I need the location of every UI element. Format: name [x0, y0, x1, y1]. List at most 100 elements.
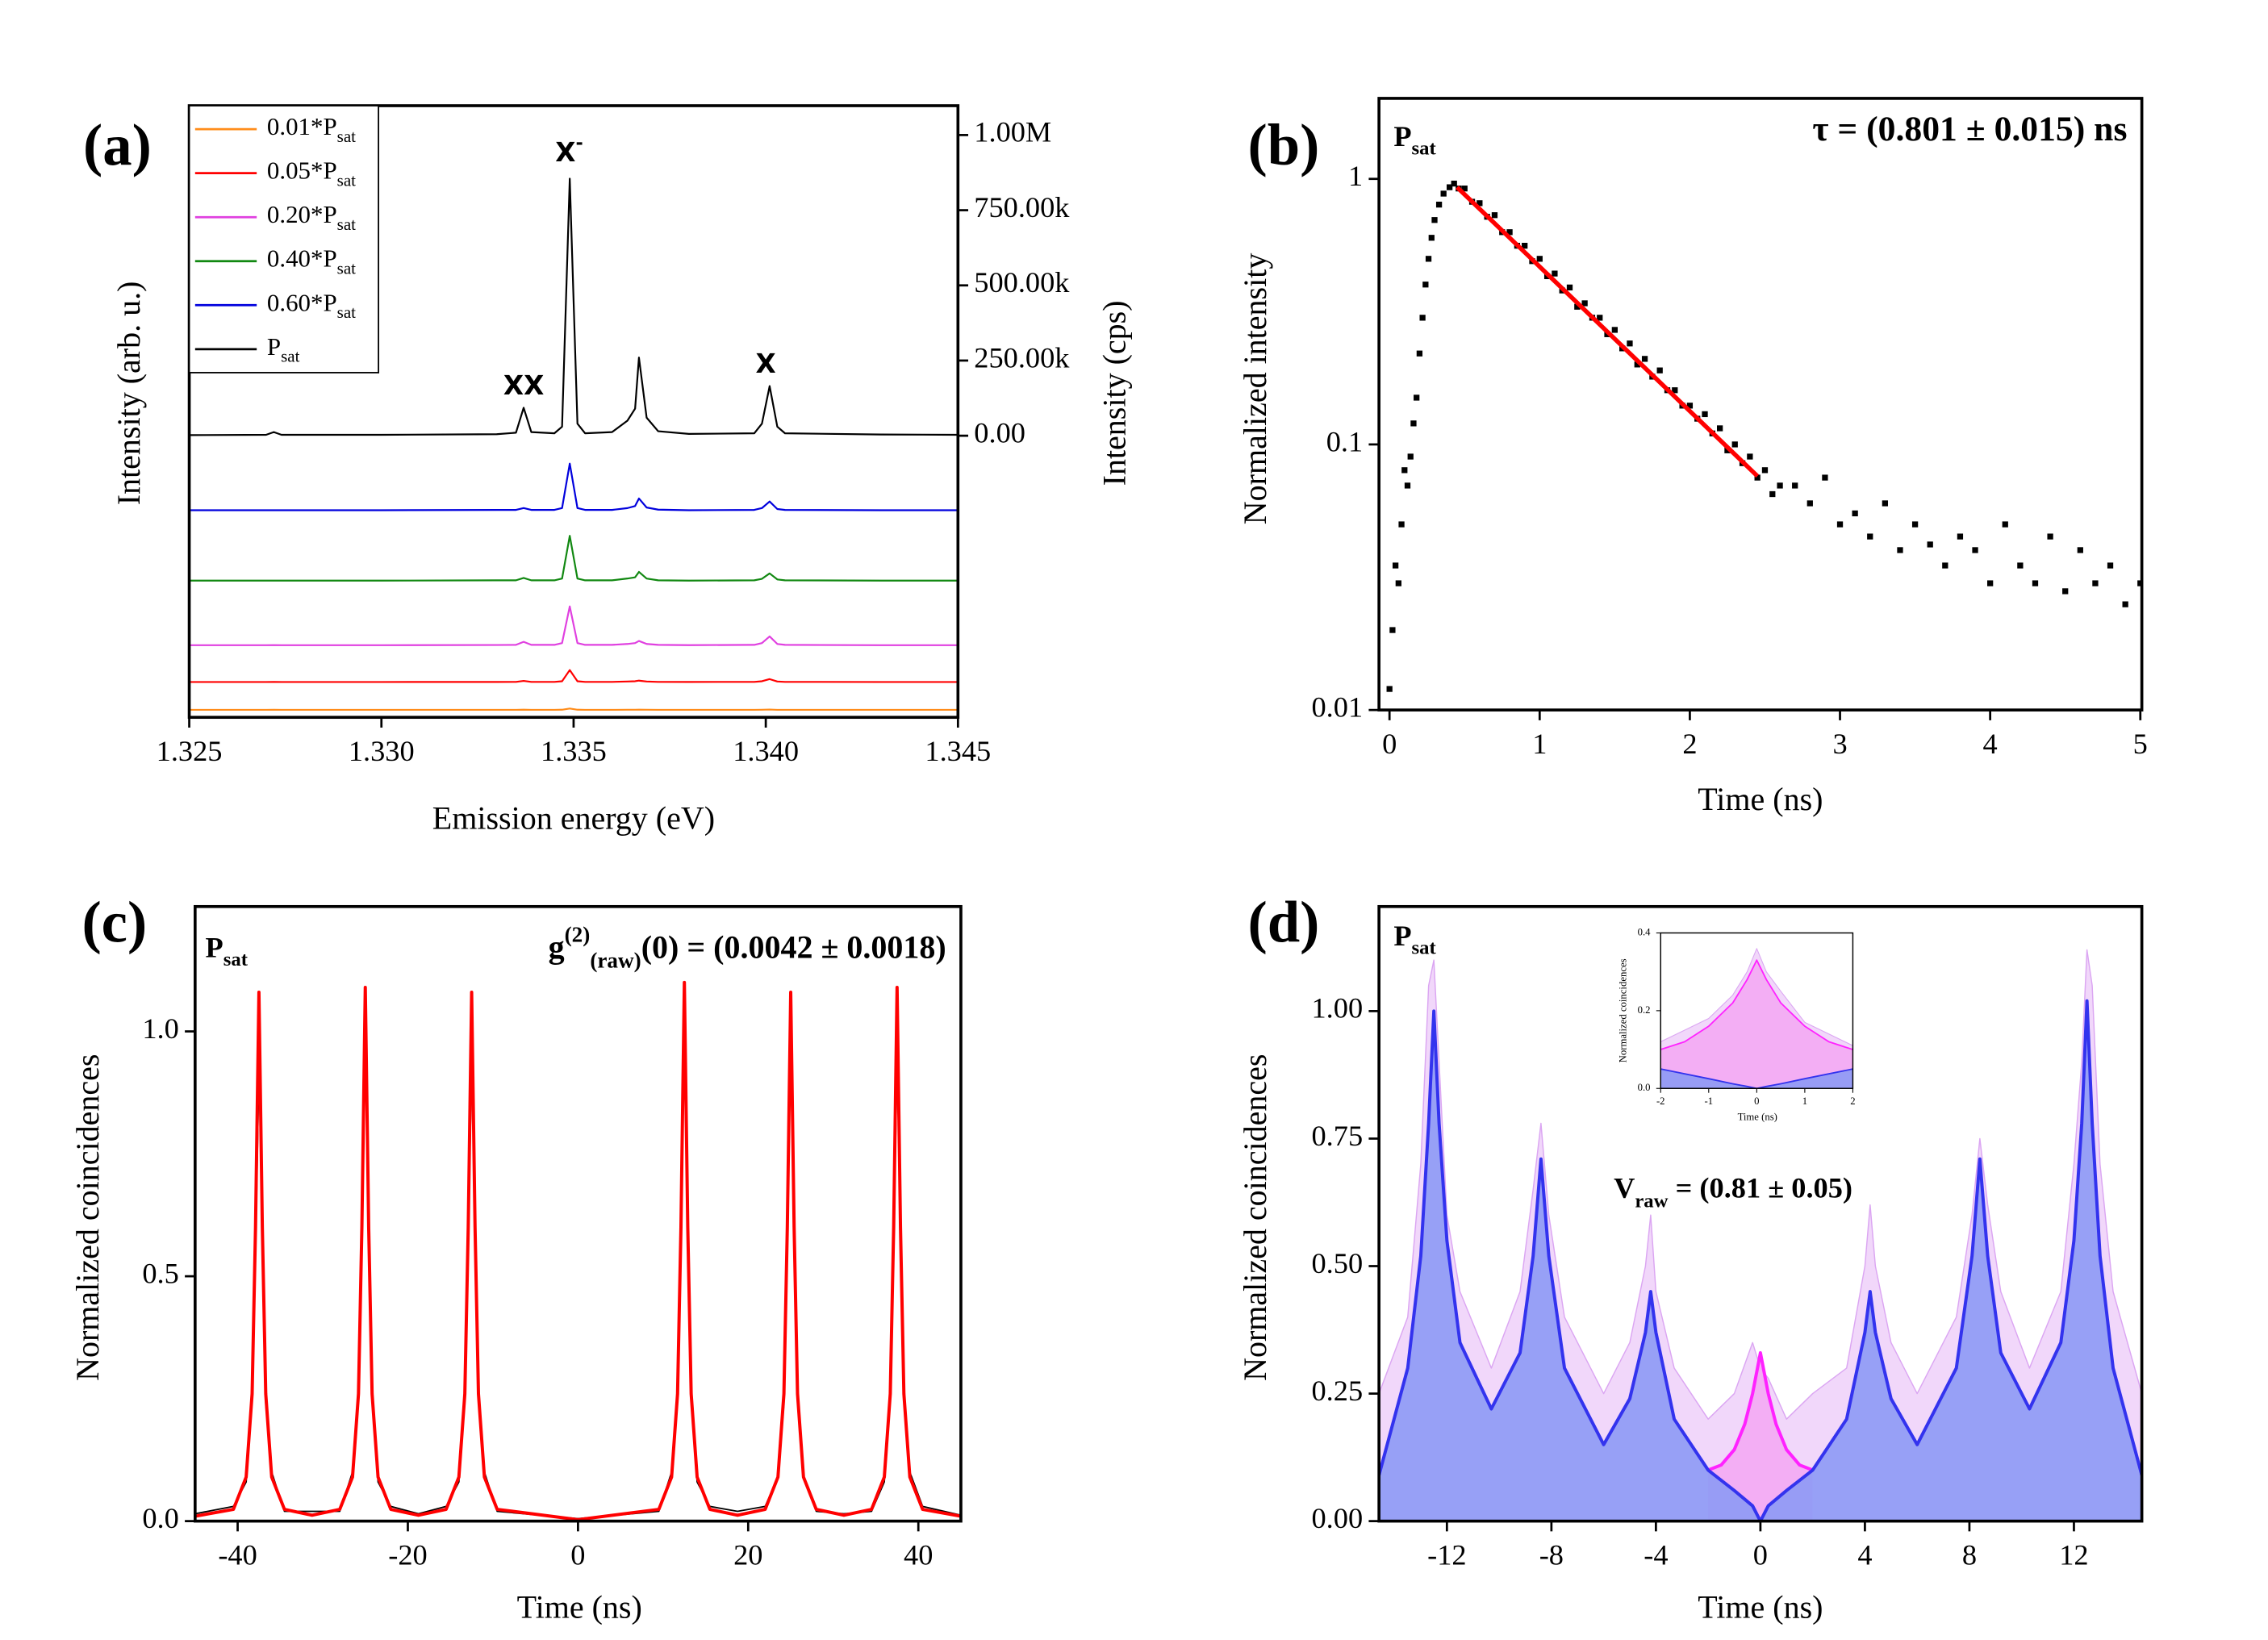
- plot-area: [1379, 949, 2142, 1521]
- data-point: [1398, 521, 1405, 528]
- data-point: [1407, 453, 1414, 460]
- inset-chart: -2 -1 0 1 2 0.0 0.2 0.4 Time (ns) Normalized coin…: [1618, 926, 1856, 1122]
- plot-area: [1660, 948, 1853, 1089]
- text-rest: (0) = (0.0042 ± 0.0018): [641, 928, 946, 965]
- text-subscript: sat: [281, 346, 299, 365]
- area-line: [1660, 948, 1853, 1046]
- text-subscript: sat: [337, 170, 356, 190]
- data-point: [2092, 580, 2099, 586]
- data-point: [1422, 282, 1429, 288]
- x-axis-label: Time (ns): [1738, 1112, 1777, 1123]
- text-base: X: [555, 137, 575, 168]
- data-point: [1957, 533, 1964, 540]
- y2-tick-label: 1.00M: [974, 116, 1051, 148]
- data-point: [2002, 521, 2008, 528]
- data-point: [1392, 562, 1399, 569]
- data-point: [1911, 521, 1919, 528]
- line: [194, 1040, 961, 1520]
- data-point: [1428, 235, 1435, 241]
- x-tick-label: 0: [1754, 1095, 1759, 1107]
- area-fill: [1379, 1000, 2142, 1521]
- line: [189, 605, 959, 646]
- legend-label: 0.60*Psat: [267, 288, 356, 322]
- data-point: [1806, 500, 1813, 507]
- area-line: [1379, 999, 2142, 1521]
- data-point: [1987, 580, 1994, 586]
- x-tick-label: 1.335: [541, 735, 607, 767]
- data-point: [1419, 315, 1426, 321]
- data-point: [2107, 562, 2114, 569]
- data-point: [1435, 202, 1443, 208]
- x-tick-label: -4: [1644, 1538, 1668, 1571]
- data-point: [2122, 601, 2128, 607]
- text-main: P: [1393, 920, 1411, 952]
- annotation: X-: [555, 132, 583, 168]
- y-tick-label: 0.5: [142, 1257, 178, 1289]
- y2-tick-label: 750.00k: [974, 191, 1070, 223]
- text-base: g: [549, 928, 565, 965]
- data-point: [1702, 411, 1708, 418]
- data-point: [2032, 580, 2039, 586]
- y-tick-label: 0.2: [1638, 1004, 1651, 1016]
- x-tick-label: 0: [1382, 728, 1397, 760]
- text-sup: (2): [565, 923, 591, 947]
- text-sup: -: [575, 132, 583, 153]
- data-point: [1536, 256, 1543, 262]
- legend-label: 0.01*Psat: [267, 112, 356, 146]
- text-rest: = (0.81 ± 0.05): [1669, 1172, 1853, 1204]
- y-tick-label: 0.25: [1312, 1375, 1364, 1407]
- legend-label: 0.40*Psat: [267, 244, 356, 278]
- y2-tick-label: 0.00: [974, 416, 1025, 449]
- x-tick-label: -20: [388, 1538, 427, 1571]
- data-point: [1491, 212, 1498, 219]
- area-fill: [1708, 1352, 1813, 1521]
- area-line: [1660, 1068, 1853, 1089]
- x-axis-label: Emission energy (eV): [432, 799, 715, 836]
- data-point: [1574, 303, 1581, 310]
- x-tick-label: 5: [2133, 728, 2148, 760]
- x-tick-label: -8: [1539, 1538, 1564, 1571]
- panel-label: (d): [1248, 890, 1320, 955]
- data-point: [1792, 482, 1798, 489]
- data-point: [1446, 184, 1453, 190]
- data-point: [1395, 580, 1401, 586]
- text-main: 0.40*P: [267, 244, 337, 273]
- text-main: P: [1393, 120, 1411, 152]
- text-main: P: [267, 332, 281, 361]
- line: [1456, 186, 1760, 478]
- data-point: [1927, 541, 1933, 548]
- text-subscript: sat: [337, 303, 356, 322]
- data-point: [1627, 340, 1633, 347]
- data-point: [1522, 242, 1528, 249]
- data-point: [1769, 490, 1776, 498]
- line: [189, 707, 959, 712]
- line: [189, 535, 959, 582]
- data-point: [1611, 327, 1618, 333]
- area-fill: [1660, 1069, 1853, 1089]
- data-point: [1386, 686, 1393, 692]
- plot-frame: [1377, 97, 2144, 712]
- y-axis-label: Normalized intensity: [1237, 253, 1273, 525]
- y-tick-label: 0.0: [142, 1502, 178, 1534]
- y2-tick-label: 500.00k: [974, 266, 1070, 298]
- x-axis-label: Time (ns): [1698, 1589, 1823, 1625]
- annotation: Vraw = (0.81 ± 0.05): [1614, 1172, 1852, 1212]
- x-tick-label: 4: [1983, 728, 1998, 760]
- text-base: V: [1614, 1172, 1635, 1204]
- data-point: [2047, 533, 2053, 540]
- x-tick-label: 1.340: [733, 735, 799, 767]
- data-point: [1731, 441, 1738, 448]
- data-point: [1761, 467, 1769, 474]
- data-point: [1641, 356, 1648, 362]
- x-tick-label: 2: [1682, 728, 1697, 760]
- data-point: [1425, 256, 1432, 262]
- data-point: [1754, 474, 1761, 481]
- legend-box: [188, 105, 380, 373]
- text-sub: (raw): [590, 949, 641, 973]
- data-point: [1506, 229, 1513, 236]
- line: [189, 669, 959, 683]
- x-tick-label: -12: [1427, 1538, 1466, 1571]
- data-point: [1566, 284, 1573, 290]
